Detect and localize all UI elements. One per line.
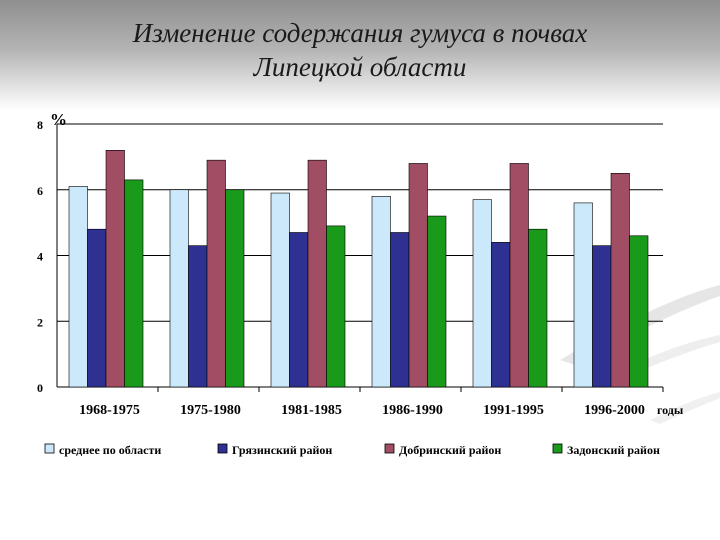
legend-label: среднее по области [59,443,161,457]
bar [289,232,309,388]
bar [610,173,630,388]
bar [225,189,245,388]
bar [105,150,125,388]
y-tick-label: 4 [37,250,43,264]
bar [390,232,410,388]
title-line-1: Изменение содержания гумуса в почвах [132,18,588,48]
slide-title: Изменение содержания гумуса в почвах Лип… [0,16,720,84]
y-tick-label: 0 [37,381,43,395]
y-tick-label: 6 [37,184,43,198]
y-tick-label: 8 [37,118,43,132]
legend-swatch [44,443,55,454]
bar [371,196,391,388]
bar [124,179,144,388]
bar [472,199,492,388]
bar [573,202,593,388]
x-axis-title: годы [657,403,684,417]
x-category-label: 1991-1995 [483,403,544,418]
legend-label: Задонский район [567,443,660,457]
bar [68,186,88,388]
bar [592,245,612,388]
bar [491,242,511,388]
x-category-label: 1981-1985 [281,403,342,418]
bar [169,189,189,388]
legend-label: Добринский район [399,443,501,457]
legend-swatch [384,443,395,454]
bar [307,159,327,388]
bar [528,228,548,388]
bar [270,192,290,388]
y-tick-label: 2 [37,315,43,329]
bar [408,163,428,388]
bar [87,228,107,388]
x-category-label: 1986-1990 [382,403,443,418]
x-category-label: 1968-1975 [79,403,140,418]
legend-swatch [217,443,228,454]
bar [427,215,447,388]
y-axis-unit-label: % [50,110,67,129]
legend-label: Грязинский район [232,443,332,457]
bar [509,163,529,388]
legend-swatch [552,443,563,454]
bar [188,245,208,388]
x-category-label: 1996-2000 [584,403,645,418]
bar [326,225,346,388]
title-background-band [0,0,720,110]
bar [629,235,649,388]
x-category-label: 1975-1980 [180,403,241,418]
title-line-2: Липецкой области [253,52,467,82]
bar [206,159,226,388]
